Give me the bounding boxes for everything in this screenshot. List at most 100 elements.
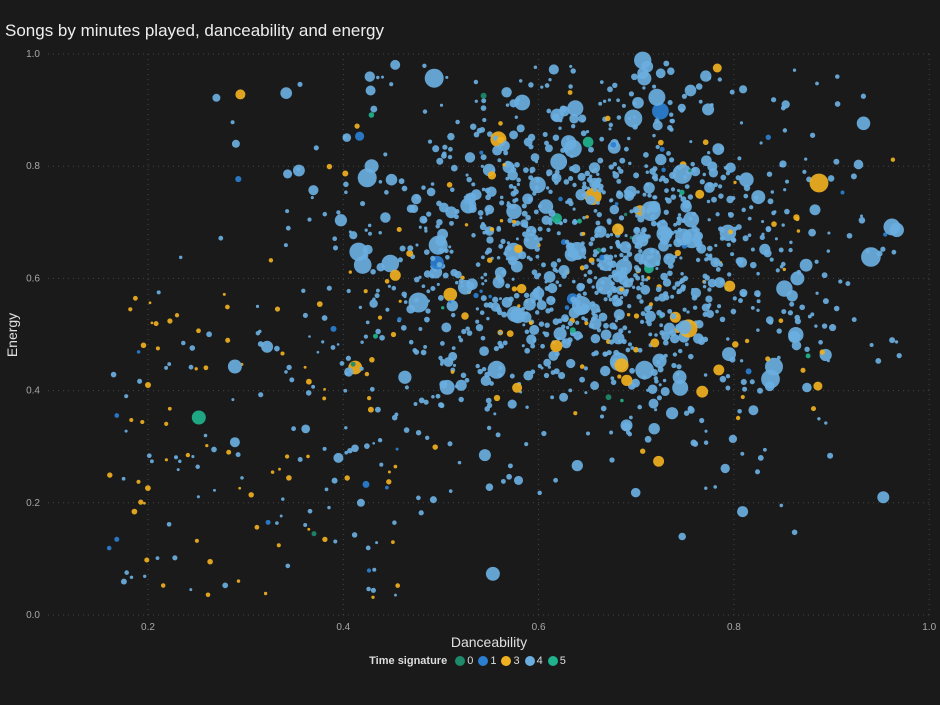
data-point <box>609 430 614 435</box>
data-point <box>612 161 618 167</box>
data-point <box>302 312 308 318</box>
data-point <box>493 394 501 402</box>
data-point <box>641 275 645 279</box>
data-point <box>627 431 633 437</box>
data-point <box>556 231 561 236</box>
data-point <box>585 215 589 219</box>
data-point <box>678 532 686 541</box>
data-point <box>706 199 711 204</box>
data-point <box>492 296 499 303</box>
data-point <box>344 475 350 481</box>
data-point <box>409 204 419 213</box>
data-point <box>652 133 656 138</box>
data-point <box>528 82 534 88</box>
data-point <box>541 430 547 437</box>
data-point <box>668 243 672 248</box>
data-point <box>238 486 242 490</box>
data-point <box>697 337 706 346</box>
data-point <box>650 220 657 227</box>
data-point <box>370 269 376 275</box>
data-point <box>167 362 172 367</box>
data-point <box>654 408 658 412</box>
data-point <box>664 188 669 193</box>
data-point <box>613 254 618 258</box>
data-point <box>477 209 484 216</box>
data-point <box>569 327 576 334</box>
data-point <box>571 124 576 129</box>
data-point <box>285 225 291 231</box>
data-point <box>422 109 428 114</box>
data-point <box>609 339 615 345</box>
data-point <box>230 120 235 125</box>
data-point <box>350 361 356 367</box>
data-point <box>523 292 530 298</box>
data-point <box>435 393 441 399</box>
data-point <box>781 100 790 109</box>
data-point <box>677 103 686 112</box>
data-point <box>507 399 517 409</box>
data-point <box>580 130 587 137</box>
data-point <box>189 345 196 351</box>
data-point <box>710 257 721 268</box>
data-point <box>426 211 432 217</box>
data-point <box>225 304 230 310</box>
data-point <box>568 175 574 182</box>
x-tick-label: 0.4 <box>336 622 350 633</box>
data-point <box>516 124 525 133</box>
data-point <box>515 101 520 106</box>
data-point <box>559 105 567 113</box>
data-point <box>640 201 661 222</box>
data-point <box>276 543 281 548</box>
data-point <box>616 243 622 249</box>
data-point <box>585 129 590 134</box>
data-point <box>455 119 460 125</box>
data-point <box>677 213 682 217</box>
data-point <box>805 353 811 359</box>
data-point <box>381 254 400 273</box>
data-point <box>586 278 593 284</box>
data-point <box>704 257 709 262</box>
data-point <box>775 268 780 273</box>
data-point <box>632 96 644 109</box>
data-point <box>609 245 613 250</box>
data-point <box>679 189 685 195</box>
data-point <box>506 330 514 337</box>
data-point <box>511 286 518 292</box>
data-point <box>707 218 711 222</box>
data-point <box>692 305 698 310</box>
data-point <box>423 249 430 255</box>
data-point <box>661 167 666 173</box>
data-point <box>458 278 464 284</box>
data-point <box>471 233 476 238</box>
data-point <box>582 136 594 148</box>
data-point <box>274 345 280 352</box>
data-points <box>106 51 904 599</box>
data-point <box>493 346 499 352</box>
data-point <box>644 306 651 313</box>
data-point <box>531 228 537 233</box>
data-point <box>479 216 483 220</box>
data-point <box>481 187 486 192</box>
data-point <box>790 271 805 286</box>
data-point <box>537 490 542 496</box>
data-point <box>610 379 617 386</box>
data-point <box>850 173 857 180</box>
data-point <box>712 63 722 73</box>
data-point <box>395 583 401 588</box>
data-point <box>759 141 763 145</box>
data-point <box>436 261 443 268</box>
data-point <box>648 398 659 409</box>
data-point <box>465 173 469 177</box>
data-point <box>653 176 659 182</box>
data-point <box>231 139 240 148</box>
data-point <box>611 274 615 278</box>
y-tick-label: 1.0 <box>26 49 40 60</box>
data-point <box>655 68 666 79</box>
data-point <box>418 397 425 404</box>
data-point <box>755 292 761 298</box>
data-point <box>473 79 479 85</box>
data-point <box>701 303 710 312</box>
data-point <box>807 314 812 319</box>
data-point <box>622 255 629 262</box>
data-point <box>344 450 349 455</box>
